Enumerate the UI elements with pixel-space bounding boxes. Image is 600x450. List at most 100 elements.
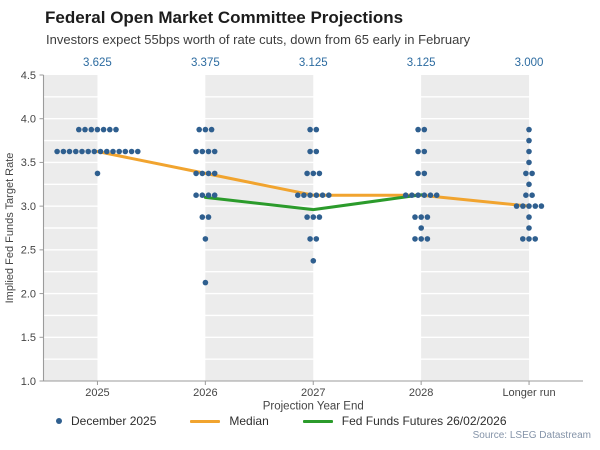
projection-dot [427,192,434,198]
projection-dot [526,214,532,220]
legend-item-december-2025: December 2025 [56,414,156,428]
futures-line-icon [302,419,333,423]
projection-dot [307,236,313,242]
projection-dot [523,192,529,198]
projection-dot [526,137,532,144]
projection-dot [91,148,98,155]
axes [39,74,583,385]
projection-dot [526,159,532,166]
projection-dot [202,126,209,133]
projection-dot [418,225,425,231]
projection-dot [313,192,320,198]
svg-text:3.625: 3.625 [83,57,112,69]
projection-dot [79,148,85,155]
projection-dot [202,279,209,286]
projection-dot [304,170,310,177]
svg-text:2.0: 2.0 [21,288,36,300]
projection-dot [526,126,532,133]
projection-dot [94,170,101,177]
projection-dot [66,148,73,155]
projection-dot [295,192,301,198]
dot-marker-icon [56,418,62,424]
projection-dot [135,148,141,155]
projection-dot [76,126,82,133]
svg-text:4.0: 4.0 [21,114,36,126]
projection-dot [526,225,532,231]
svg-text:2027: 2027 [301,387,325,399]
gridlines [43,96,583,360]
projection-dot [205,192,212,198]
projection-dot [418,236,425,242]
projection-dot [526,236,532,242]
projection-dot [116,148,122,155]
projection-dot [526,148,532,155]
svg-text:3.125: 3.125 [407,57,436,69]
median-line-icon [190,419,221,423]
svg-text:1.5: 1.5 [21,332,36,344]
projection-dot [211,192,218,198]
projection-dot [199,170,206,177]
futures-line [203,193,423,212]
projection-dot [433,192,440,198]
projection-dot [310,170,317,177]
top-axis-median-labels: 3.625 3.375 3.125 3.125 3.000 [83,57,543,69]
projection-dot [326,192,332,198]
projection-dot [304,214,310,220]
legend-label-median: Median [229,414,269,428]
chart-legend: December 2025 Median Fed Funds Futures 2… [56,414,507,428]
projection-dot [418,214,425,220]
projection-dot [97,148,104,155]
projection-dot [122,148,129,155]
projection-dot [424,236,431,242]
svg-text:2028: 2028 [409,387,433,399]
projection-dot [424,214,431,220]
projection-dot [532,236,538,242]
projection-dot [412,214,418,220]
projection-dot [402,192,409,198]
x-tick-labels: 2025 2026 2027 2028 Longer run [85,387,555,399]
projection-dot [82,126,88,133]
projection-dot [310,214,317,220]
projection-dot [199,192,206,198]
svg-text:3.5: 3.5 [21,157,36,169]
chart-title: Federal Open Market Committee Projection… [45,8,404,27]
projection-dot [110,148,116,155]
projection-dot [113,126,119,133]
projection-dot [193,192,199,198]
projection-dots [54,126,545,286]
svg-text:3.125: 3.125 [299,57,328,69]
projection-dot [316,214,323,220]
projection-dot [88,126,95,133]
projection-dot [526,203,532,209]
projection-dot [307,148,313,155]
projection-dot [307,192,313,198]
y-axis-label: Implied Fed Funds Target Rate [4,153,16,304]
projection-dot [415,148,421,155]
projection-dot [211,148,218,155]
source-credit: Source: LSEG Datastream [472,430,591,441]
projection-dot [128,148,135,155]
chart-subtitle: Investors expect 55bps worth of rate cut… [46,32,471,47]
projection-dot [196,126,202,133]
projection-dot [211,170,218,177]
projection-dot [421,170,428,177]
svg-text:Longer run: Longer run [502,387,555,399]
legend-label-fed-funds-futures: Fed Funds Futures 26/02/2026 [341,414,507,428]
projection-dot [532,203,539,209]
projection-dot [54,148,60,155]
projection-dot [104,148,110,155]
projection-dot [313,126,320,133]
x-axis-label: Projection Year End [263,401,364,413]
median-line [96,150,531,208]
projection-dot [529,192,535,198]
projection-dot [415,192,421,198]
projection-dot [523,170,529,177]
projection-dot [208,126,215,133]
projection-dot [307,126,313,133]
svg-text:2026: 2026 [193,387,217,399]
svg-text:2.5: 2.5 [21,245,36,257]
projection-dot [94,126,101,133]
projection-dot [313,236,320,242]
projection-dot [73,148,79,155]
